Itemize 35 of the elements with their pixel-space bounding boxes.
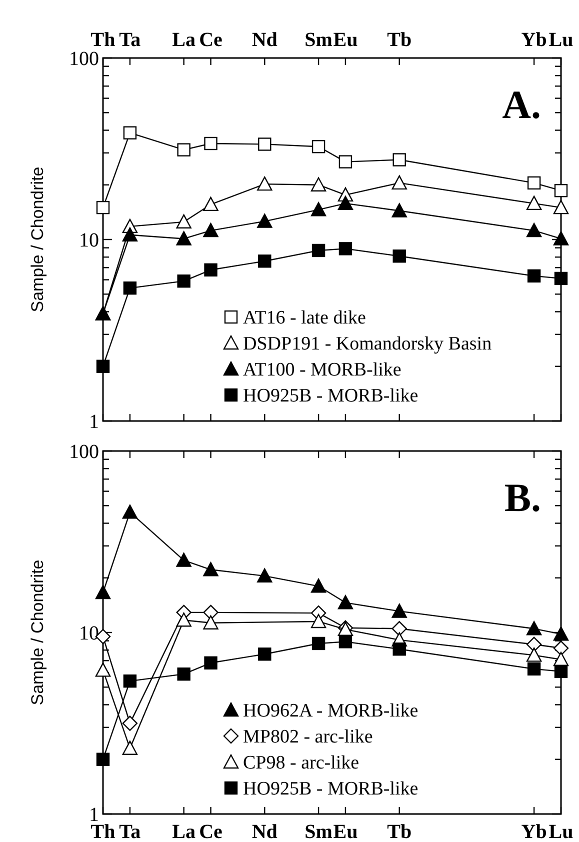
x-tick-label: Lu <box>548 29 574 51</box>
y-axis-title: Sample / Chondrite <box>28 166 47 312</box>
x-tick-label: Eu <box>333 821 358 842</box>
y-tick-label: 100 <box>69 48 99 70</box>
legend-label: AT100 - MORB-like <box>243 360 402 381</box>
legend-label: DSDP191 - Komandorsky Basin <box>243 334 492 355</box>
x-tick-label: La <box>172 821 196 842</box>
x-tick-label: Eu <box>333 29 358 51</box>
x-tick-label: Tb <box>387 821 412 842</box>
x-tick-label: Sm <box>304 821 333 842</box>
text: A. <box>502 82 541 127</box>
legend-label: HO925B - MORB-like <box>243 386 418 407</box>
x-tick-label: Nd <box>252 29 278 51</box>
x-tick-label: Ce <box>199 29 223 51</box>
x-tick-label: Tb <box>387 29 412 51</box>
x-tick-label: Nd <box>252 821 278 842</box>
y-tick-label: 10 <box>79 230 99 252</box>
x-tick-label: Yb <box>521 821 547 842</box>
legend-label: HO962A - MORB-like <box>243 700 418 722</box>
legend-label: AT16 - late dike <box>243 308 366 329</box>
y-tick-label: 1 <box>89 411 99 433</box>
x-tick-label: Lu <box>548 821 574 842</box>
x-tick-label: La <box>172 29 196 51</box>
x-tick-label: Ta <box>119 821 141 842</box>
text: B. <box>504 475 541 520</box>
legend-label: HO925B - MORB-like <box>243 778 418 800</box>
y-axis-title: Sample / Chondrite <box>28 560 47 706</box>
legend-label: MP802 - arc-like <box>243 726 373 748</box>
x-tick-label: Yb <box>521 29 547 51</box>
x-tick-label: Th <box>90 29 116 51</box>
x-tick-label: Sm <box>304 29 333 51</box>
x-tick-label: Ta <box>119 29 141 51</box>
x-tick-label: Ce <box>199 821 223 842</box>
y-tick-label: 100 <box>69 441 99 463</box>
legend-label: CP98 - arc-like <box>243 752 360 774</box>
